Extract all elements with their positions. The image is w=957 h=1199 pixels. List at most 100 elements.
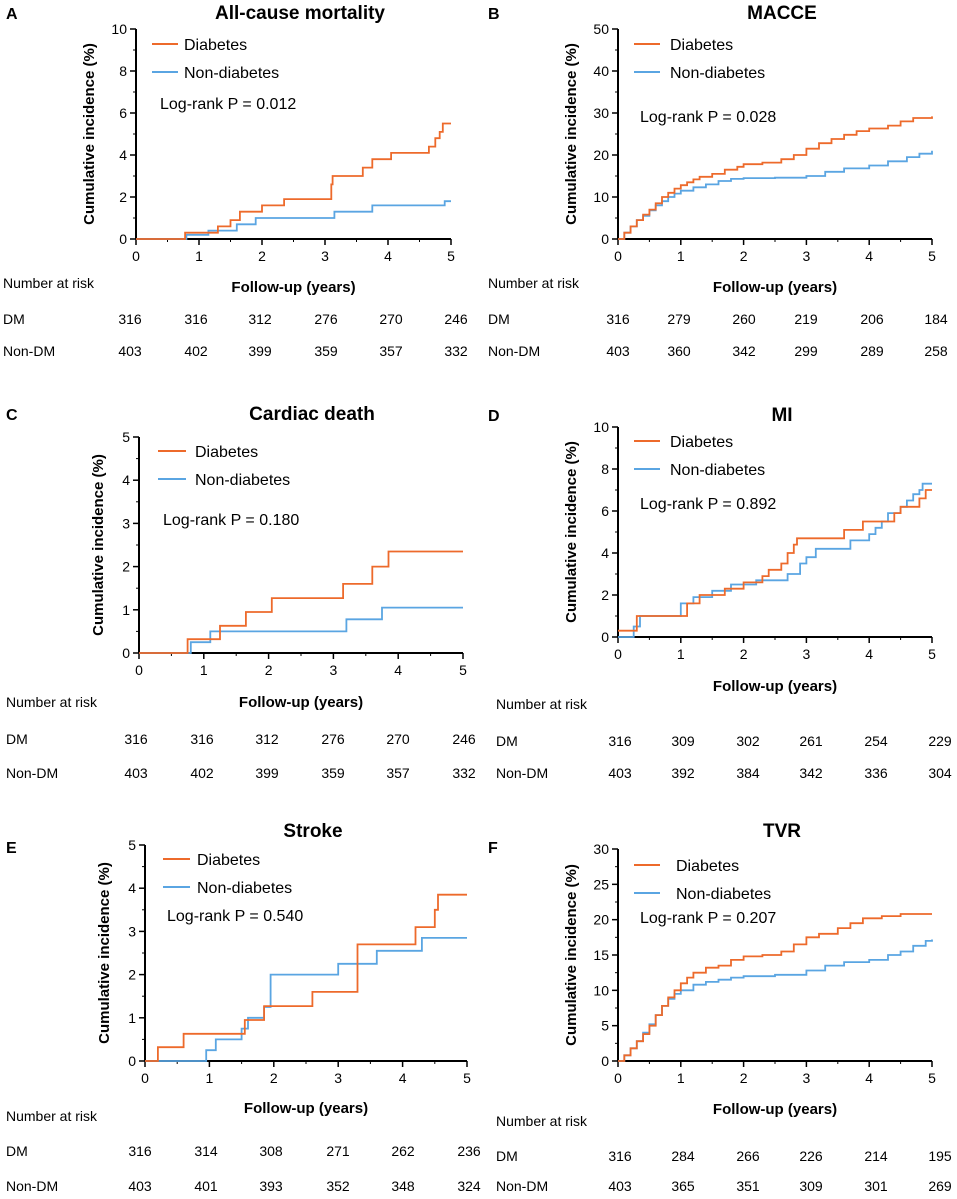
y-axis-label: Cumulative incidence (%) (81, 43, 98, 225)
risk-value: 246 (444, 311, 468, 327)
x-axis-label: Follow-up (years) (244, 1100, 368, 1117)
y-tick-label: 40 (593, 63, 609, 79)
risk-value: 226 (799, 1148, 823, 1164)
risk-row-label: Non-DM (496, 1178, 548, 1194)
y-tick-label: 3 (128, 923, 136, 939)
risk-value: 359 (321, 765, 345, 781)
legend-label-non-diabetes: Non-diabetes (184, 65, 279, 82)
log-rank-annotation: Log-rank P = 0.180 (163, 512, 299, 529)
risk-value: 219 (794, 311, 818, 327)
risk-value: 312 (255, 731, 279, 747)
y-tick-label: 15 (593, 947, 609, 963)
risk-value: 270 (379, 311, 403, 327)
risk-value: 195 (928, 1148, 952, 1164)
y-tick-label: 8 (119, 63, 127, 79)
y-axis-label: Cumulative incidence (%) (90, 454, 107, 636)
risk-value: 312 (248, 311, 272, 327)
risk-value: 403 (606, 343, 630, 359)
y-tick-label: 0 (122, 645, 130, 661)
y-tick-label: 0 (128, 1053, 136, 1069)
y-tick-label: 30 (593, 841, 609, 857)
series-line-diabetes (618, 913, 932, 1062)
x-tick-label: 0 (614, 646, 622, 662)
y-tick-label: 6 (119, 105, 127, 121)
panel-b: B MACCE 0 10 20 30 40 50 0 1 2 3 4 5 Follow-up (years)… (488, 3, 948, 359)
y-tick-label: 50 (593, 21, 609, 37)
risk-value: 316 (606, 311, 630, 327)
risk-value: 316 (184, 311, 208, 327)
risk-value: 342 (732, 343, 756, 359)
risk-value: 284 (671, 1148, 695, 1164)
risk-value: 276 (321, 731, 345, 747)
legend-label-diabetes: Diabetes (676, 858, 739, 875)
risk-value: 324 (457, 1178, 481, 1194)
risk-value: 262 (391, 1143, 415, 1159)
y-tick-label: 20 (593, 912, 609, 928)
risk-value: 402 (184, 343, 208, 359)
x-tick-label: 1 (206, 1070, 214, 1086)
risk-value: 351 (736, 1178, 760, 1194)
y-tick-label: 10 (593, 189, 609, 205)
risk-row-label: DM (6, 1143, 28, 1159)
risk-value: 359 (314, 343, 338, 359)
x-tick-label: 2 (270, 1070, 278, 1086)
x-tick-label: 4 (865, 646, 873, 662)
risk-value: 393 (259, 1178, 283, 1194)
risk-value: 309 (671, 733, 695, 749)
panel-letter: D (488, 408, 500, 425)
risk-value: 365 (671, 1178, 695, 1194)
y-axis-label: Cumulative incidence (%) (96, 862, 113, 1044)
x-tick-label: 1 (200, 662, 208, 678)
risk-value: 304 (928, 765, 952, 781)
risk-table-header: Number at risk (488, 275, 580, 291)
risk-row-label: Non-DM (496, 765, 548, 781)
risk-value: 289 (860, 343, 884, 359)
x-tick-label: 4 (865, 1070, 873, 1086)
legend-label-diabetes: Diabetes (670, 434, 733, 451)
y-tick-label: 5 (601, 1018, 609, 1034)
x-tick-label: 2 (258, 248, 266, 264)
y-tick-label: 0 (119, 231, 127, 247)
risk-value: 399 (255, 765, 279, 781)
risk-value: 270 (386, 731, 410, 747)
risk-value: 229 (928, 733, 952, 749)
y-tick-label: 3 (122, 515, 130, 531)
risk-value: 246 (452, 731, 476, 747)
risk-value: 316 (128, 1143, 152, 1159)
y-tick-label: 30 (593, 105, 609, 121)
x-axis-label: Follow-up (years) (713, 678, 837, 695)
risk-value: 401 (194, 1178, 218, 1194)
x-tick-label: 1 (677, 248, 685, 264)
risk-value: 316 (118, 311, 142, 327)
risk-value: 402 (190, 765, 214, 781)
risk-value: 348 (391, 1178, 415, 1194)
legend-label-diabetes: Diabetes (197, 852, 260, 869)
series-line-non-diabetes (618, 939, 933, 1062)
x-axis-label: Follow-up (years) (713, 279, 837, 296)
risk-value: 399 (248, 343, 272, 359)
risk-value: 271 (326, 1143, 350, 1159)
chart-title: Cardiac death (249, 404, 375, 425)
risk-value: 360 (667, 343, 691, 359)
risk-value: 236 (457, 1143, 481, 1159)
x-tick-label: 3 (330, 662, 338, 678)
y-axis-label: Cumulative incidence (%) (563, 864, 580, 1046)
x-tick-label: 4 (865, 248, 873, 264)
series-line-non-diabetes (145, 937, 467, 1062)
series-line-diabetes (136, 122, 451, 240)
risk-value: 403 (118, 343, 142, 359)
risk-row-label: DM (3, 311, 25, 327)
x-axis-label: Follow-up (years) (231, 279, 355, 296)
y-tick-label: 10 (593, 419, 609, 435)
risk-value: 261 (799, 733, 823, 749)
series-line-non-diabetes (136, 200, 451, 240)
y-tick-label: 2 (128, 967, 136, 983)
x-tick-label: 2 (740, 646, 748, 662)
y-tick-label: 5 (128, 837, 136, 853)
risk-table-header: Number at risk (6, 1108, 98, 1124)
panel-letter: C (6, 407, 18, 424)
risk-value: 403 (128, 1178, 152, 1194)
risk-value: 258 (924, 343, 948, 359)
panel-d: D MI 0 2 4 6 8 10 0 1 2 3 4 5 Follow-up (years) Cumulat… (488, 405, 952, 781)
